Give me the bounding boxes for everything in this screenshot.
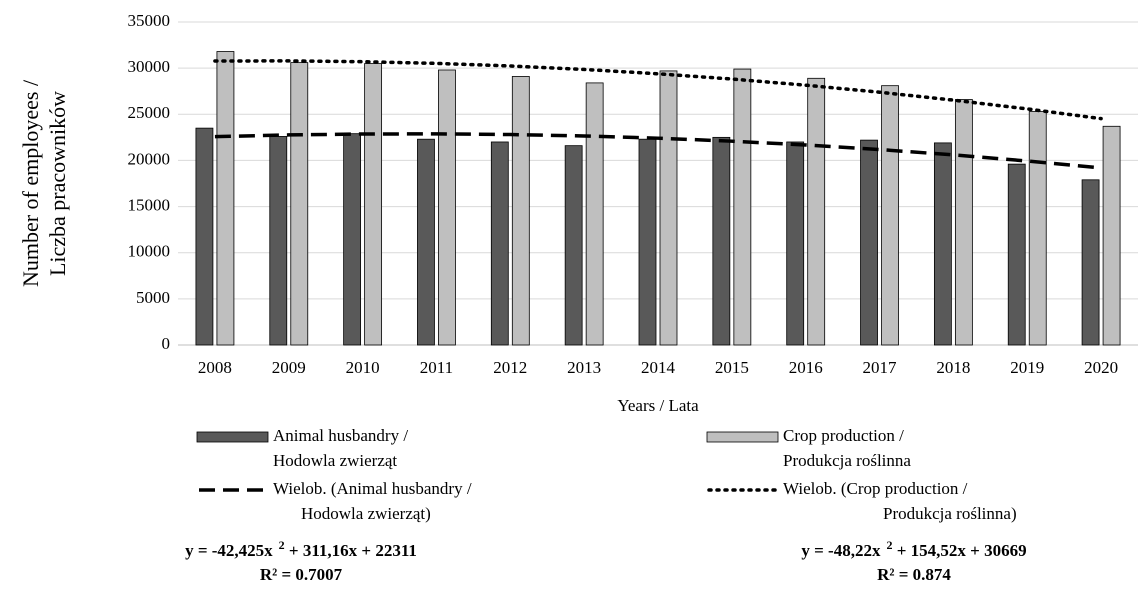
legend-swatch (196, 431, 269, 443)
x-tick-label: 2020 (1084, 358, 1118, 377)
equation-power: 2 (279, 538, 285, 552)
bar (659, 70, 678, 346)
bar (490, 141, 509, 346)
bar (511, 76, 530, 346)
legend-label: Produkcja roślinna (783, 451, 911, 470)
trend-r2: R² = 0.874 (877, 565, 951, 584)
equation-part: y = -48,22x (801, 541, 881, 560)
trend-line (213, 59, 1103, 121)
bar (860, 139, 878, 346)
y-tick-label: 30000 (128, 57, 171, 76)
x-tick-label: 2008 (198, 358, 232, 377)
legend-label: Hodowla zwierząt) (301, 504, 431, 523)
legend-label: Wielob. (Animal husbandry / (273, 479, 472, 498)
bar (290, 62, 309, 346)
trend-equation: y = -48,22x 2 + 154,52x + 30669 (801, 538, 1026, 560)
bar (1081, 179, 1100, 346)
bar (195, 127, 214, 346)
bar (954, 99, 973, 346)
y-tick-label: 10000 (128, 242, 171, 261)
bar (786, 141, 805, 346)
y-tick-label: 15000 (128, 195, 171, 214)
bar (1028, 111, 1047, 346)
legend-label: Wielob. (Crop production / (783, 479, 968, 498)
y-tick-label: 5000 (136, 288, 170, 307)
legend-label: Produkcja roślinna) (883, 504, 1017, 523)
x-tick-label: 2011 (420, 358, 453, 377)
x-tick-label: 2016 (789, 358, 823, 377)
legend-label: Animal husbandry / (273, 426, 408, 445)
bar (438, 69, 456, 346)
bar (364, 63, 383, 346)
equation-part: + 311,16x + 22311 (285, 541, 417, 560)
bar (1007, 163, 1026, 346)
x-tick-label: 2017 (863, 358, 898, 377)
x-tick-label: 2015 (715, 358, 749, 377)
y-tick-label: 25000 (128, 103, 171, 122)
bar (1102, 125, 1121, 346)
bar (933, 142, 952, 346)
legend-label: Hodowla zwierząt (273, 451, 397, 470)
bar (585, 82, 604, 346)
x-tick-label: 2019 (1010, 358, 1044, 377)
y-axis-title: Liczba pracowników (45, 91, 70, 276)
x-axis-title: Years / Lata (617, 396, 699, 415)
bar (216, 51, 235, 346)
x-tick-label: 2010 (346, 358, 380, 377)
bar (733, 68, 752, 346)
trend-equation: y = -42,425x 2 + 311,16x + 22311 (185, 538, 417, 560)
equation-power: 2 (886, 538, 892, 552)
y-tick-label: 20000 (128, 149, 171, 168)
bar (638, 138, 657, 346)
bar (343, 133, 362, 346)
bar (881, 85, 899, 346)
legend-label: Crop production / (783, 426, 904, 445)
trend-r2: R² = 0.7007 (260, 565, 343, 584)
y-tick-label: 0 (162, 334, 171, 353)
equation-part: + 154,52x + 30669 (892, 541, 1026, 560)
bar (807, 77, 826, 346)
bar (417, 138, 435, 346)
x-tick-label: 2012 (493, 358, 527, 377)
bar (269, 136, 288, 346)
x-tick-label: 2014 (641, 358, 676, 377)
bar (712, 136, 731, 346)
y-axis-title: Number of employees / (18, 79, 43, 287)
x-tick-label: 2013 (567, 358, 601, 377)
x-tick-label: 2009 (272, 358, 306, 377)
y-tick-label: 35000 (128, 11, 171, 30)
trend-line (214, 132, 1102, 170)
legend-swatch (706, 431, 779, 443)
equation-part: y = -42,425x (185, 541, 273, 560)
bar (564, 145, 583, 346)
x-tick-label: 2018 (936, 358, 970, 377)
